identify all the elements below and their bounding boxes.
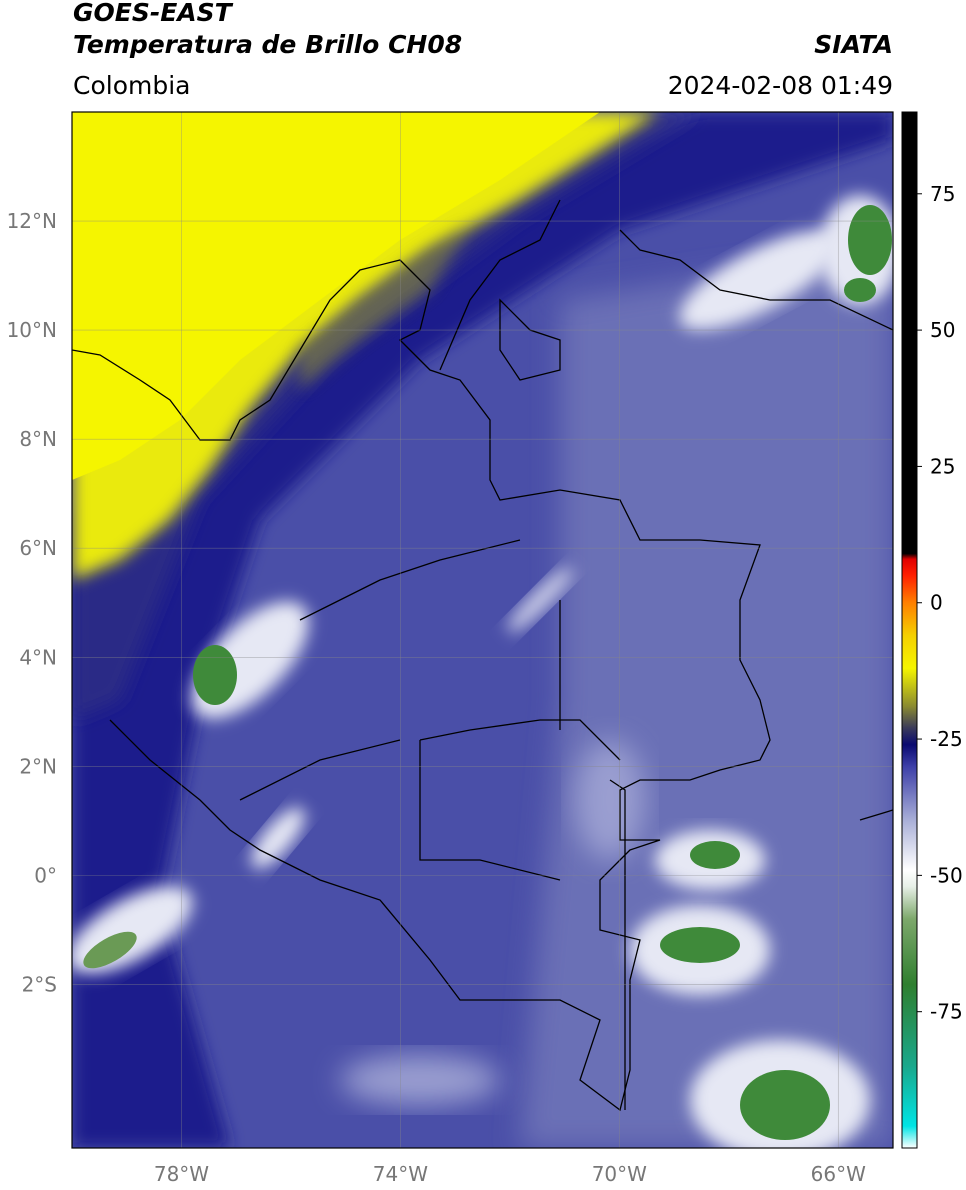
gridlines	[72, 112, 893, 1148]
colorbar-tick-label: -25	[930, 727, 963, 751]
region-label: Colombia	[73, 71, 191, 100]
lat-tick-label: 2°S	[22, 972, 57, 996]
lat-tick-label: 4°N	[19, 645, 57, 669]
lon-tick-label: 78°W	[154, 1162, 209, 1186]
map-frame	[71, 111, 894, 1149]
lat-tick-label: 10°N	[7, 318, 57, 342]
colorbar-scale	[901, 111, 918, 1149]
product-title: Temperatura de Brillo CH08	[73, 30, 463, 59]
longitude-labels: 78°W 74°W 70°W 66°W	[154, 1162, 866, 1186]
lon-tick-label: 66°W	[811, 1162, 866, 1186]
colorbar-tick-label: 25	[930, 454, 955, 478]
satellite-title: GOES-EAST	[73, 0, 232, 27]
lat-tick-label: 0°	[34, 863, 57, 887]
lat-tick-label: 8°N	[19, 427, 57, 451]
colorbar-tick-label: 75	[930, 182, 955, 206]
colorbar-tick-label: 50	[930, 318, 955, 342]
colorbar-tick-label: -50	[930, 863, 963, 887]
lon-tick-label: 70°W	[592, 1162, 647, 1186]
brightness-temperature-image	[72, 112, 893, 1148]
colorbar-tick-label: 0	[930, 591, 943, 615]
latitude-labels: 12°N 10°N 8°N 6°N 4°N 2°N 0° 2°S	[7, 209, 57, 996]
agency-label: SIATA	[814, 30, 893, 59]
lat-tick-label: 2°N	[19, 754, 57, 778]
timestamp-label: 2024-02-08 01:49	[667, 71, 893, 100]
colorbar: 75 50 25 0 -25 -50 -75	[901, 111, 963, 1149]
lon-tick-label: 74°W	[373, 1162, 428, 1186]
borders	[72, 199, 893, 1112]
lat-tick-label: 12°N	[7, 209, 57, 233]
lat-tick-label: 6°N	[19, 536, 57, 560]
colorbar-tick-label: -75	[930, 1000, 963, 1024]
